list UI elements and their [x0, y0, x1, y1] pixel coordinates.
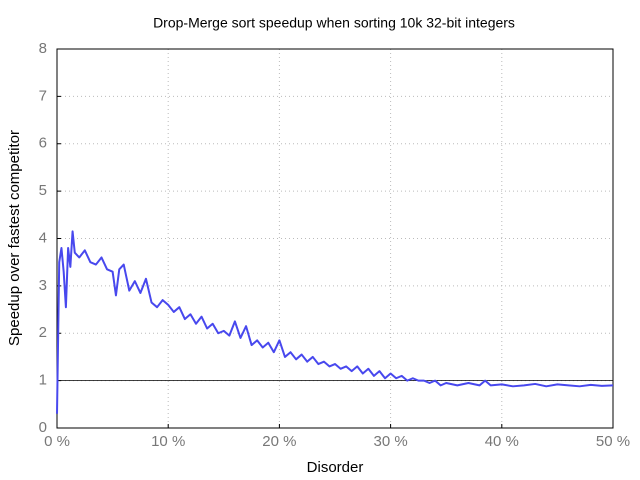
y-tick-label: 0	[39, 419, 47, 436]
x-tick-label: 40 %	[485, 433, 519, 450]
x-tick-label: 0 %	[44, 433, 70, 450]
chart-title: Drop-Merge sort speedup when sorting 10k…	[153, 15, 515, 31]
y-tick-label: 2	[39, 324, 47, 341]
y-tick-label: 8	[39, 40, 47, 57]
x-tick-label: 30 %	[373, 433, 407, 450]
y-tick-label: 6	[39, 135, 47, 152]
y-tick-label: 4	[39, 229, 47, 246]
plot-frame	[56, 48, 614, 429]
x-tick-label: 10 %	[151, 433, 185, 450]
y-tick-label: 7	[39, 87, 47, 104]
x-tick-label: 50 %	[596, 433, 630, 450]
data-line	[56, 230, 614, 414]
y-tick-label: 5	[39, 182, 47, 199]
y-tick-label: 1	[39, 372, 47, 389]
x-axis-label: Disorder	[307, 459, 364, 476]
x-tick-label: 20 %	[262, 433, 296, 450]
y-tick-label: 3	[39, 277, 47, 294]
y-axis-label: Speedup over fastest competitor	[6, 130, 23, 346]
